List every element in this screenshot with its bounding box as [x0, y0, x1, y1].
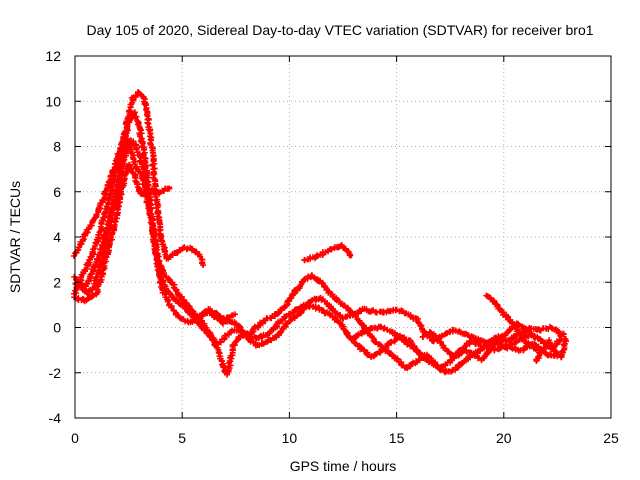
- series-markers: [71, 161, 173, 305]
- y-tick-label: 10: [45, 93, 61, 109]
- series-markers: [71, 109, 561, 378]
- y-tick-label: 2: [53, 274, 61, 290]
- series-track-8: [349, 323, 420, 355]
- series-track-10: [533, 335, 569, 364]
- series-track-7: [301, 242, 354, 264]
- series-markers: [533, 335, 569, 364]
- x-axis-label: GPS time / hours: [290, 458, 397, 474]
- series-markers: [301, 242, 354, 264]
- x-tick-label: 25: [603, 430, 619, 446]
- series-markers: [191, 308, 238, 327]
- x-tick-label: 15: [389, 430, 405, 446]
- series-markers: [419, 320, 536, 364]
- series-track-6: [191, 308, 238, 327]
- data-series: [70, 89, 569, 378]
- series-track-11: [419, 320, 536, 364]
- y-tick-label: -2: [49, 365, 62, 381]
- y-tick-label: 6: [53, 184, 61, 200]
- x-tick-label: 0: [71, 430, 79, 446]
- series-markers: [349, 323, 420, 355]
- y-axis-label: SDTVAR / TECUs: [7, 181, 23, 293]
- chart-title: Day 105 of 2020, Sidereal Day-to-day VTE…: [86, 22, 593, 38]
- axis-ticks: 0 5 10 15 20 25 -4 -2 0 2 4 6 8 10 12: [45, 48, 619, 446]
- x-tick-label: 20: [496, 430, 512, 446]
- series-markers: [72, 137, 564, 349]
- series-markers: [70, 89, 206, 268]
- y-tick-label: 4: [53, 229, 61, 245]
- series-track-4: [72, 137, 564, 349]
- x-tick-label: 5: [178, 430, 186, 446]
- y-tick-label: 0: [53, 320, 61, 336]
- series-track-5: [71, 161, 173, 305]
- series-track-2: [71, 109, 561, 378]
- y-tick-label: 12: [45, 48, 61, 64]
- y-tick-label: 8: [53, 139, 61, 155]
- series-track-1: [70, 89, 206, 268]
- series-line: [74, 91, 205, 268]
- y-tick-label: -4: [49, 410, 62, 426]
- x-tick-label: 10: [282, 430, 298, 446]
